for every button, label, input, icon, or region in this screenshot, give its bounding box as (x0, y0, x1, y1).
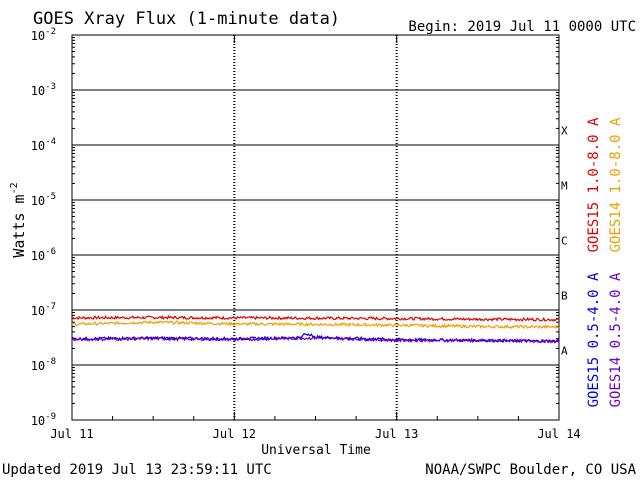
legend-entry: GOES15 0.5-4.0 A (586, 272, 602, 407)
y-tick-label-mantissa: 10 (31, 84, 45, 98)
legend-entry: GOES15 1.0-8.0 A (586, 117, 602, 252)
flare-class-label: A (561, 345, 568, 358)
y-tick-label: 10-7 (31, 302, 56, 318)
series-line (71, 314, 560, 322)
x-tick-label: Jul 13 (375, 427, 418, 441)
x-axis-label: Universal Time (261, 443, 371, 458)
y-tick-label: 10-3 (31, 82, 56, 98)
y-tick-label: 10-6 (31, 247, 56, 263)
series-line (71, 320, 560, 330)
y-tick-label-mantissa: 10 (31, 139, 45, 153)
chart-title: GOES Xray Flux (1-minute data) (33, 9, 340, 29)
y-tick-label-exp: -5 (45, 192, 56, 202)
x-tick-label: Jul 11 (50, 427, 93, 441)
updated-timestamp: Updated 2019 Jul 13 23:59:11 UTC (2, 462, 272, 478)
y-tick-label-exp: -2 (45, 27, 56, 37)
y-tick-label-exp: -8 (45, 357, 56, 367)
y-tick-label-mantissa: 10 (31, 194, 45, 208)
y-tick-label: 10-9 (31, 412, 56, 428)
flare-class-label: C (561, 235, 568, 248)
svg-text:Watts m-2: Watts m-2 (9, 182, 28, 257)
x-tick-label: Jul 12 (213, 427, 256, 441)
y-axis-label-text: Watts m (10, 194, 28, 257)
y-tick-label: 10-2 (31, 27, 56, 43)
series-line (71, 335, 560, 344)
flare-class-label: X (561, 125, 568, 138)
y-tick-label-exp: -4 (45, 137, 56, 147)
flare-class-label: M (561, 180, 568, 193)
legend: GOES15 1.0-8.0 A GOES14 1.0-8.0 A GOES15 0… (586, 117, 624, 407)
y-tick-label-mantissa: 10 (31, 29, 45, 43)
y-tick-label-mantissa: 10 (31, 249, 45, 263)
begin-time: Begin: 2019 Jul 11 0000 UTC (408, 19, 636, 35)
legend-entry: GOES14 0.5-4.0 A (608, 272, 624, 407)
y-tick-label-exp: -3 (45, 82, 56, 92)
credit-text: NOAA/SWPC Boulder, CO USA (425, 462, 636, 478)
legend-entry: GOES14 1.0-8.0 A (608, 117, 624, 252)
y-tick-label: 10-8 (31, 357, 56, 373)
y-tick-label-exp: -7 (45, 302, 56, 312)
flare-class-label: B (561, 290, 568, 303)
y-tick-label-mantissa: 10 (31, 414, 45, 428)
y-tick-label-exp: -9 (45, 412, 56, 422)
y-tick-label-mantissa: 10 (31, 359, 45, 373)
x-tick-label: Jul 14 (537, 427, 580, 441)
y-tick-label-mantissa: 10 (31, 304, 45, 318)
y-axis-label: Watts m-2 (9, 182, 28, 257)
y-tick-label: 10-4 (31, 137, 56, 153)
plot-frame (71, 34, 560, 421)
y-axis-label-exp: -2 (9, 182, 20, 194)
y-tick-label-exp: -6 (45, 247, 56, 257)
y-tick-label: 10-5 (31, 192, 56, 208)
